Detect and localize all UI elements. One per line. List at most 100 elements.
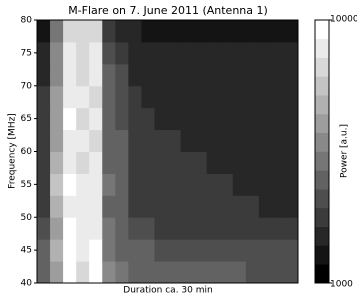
heatmap-cell — [154, 239, 168, 261]
y-tick-label: 45 — [21, 246, 32, 256]
heatmap-cell — [207, 152, 221, 174]
heatmap-cell — [220, 217, 234, 239]
heatmap-cell — [115, 130, 129, 152]
heatmap-cell — [168, 20, 182, 42]
heatmap-cell — [220, 20, 234, 42]
heatmap-cell — [207, 108, 221, 130]
heatmap-cell — [246, 20, 260, 42]
heatmap-cell — [50, 108, 64, 130]
heatmap-cell — [246, 261, 260, 283]
heatmap-cell — [141, 239, 155, 261]
heatmap-cell — [89, 42, 103, 64]
heatmap-cell — [154, 195, 168, 217]
heatmap-cell — [233, 152, 247, 174]
y-tick-label: 60 — [21, 147, 33, 157]
heatmap-cell — [50, 261, 64, 283]
y-tick-label: 80 — [21, 16, 33, 26]
heatmap-cell — [194, 239, 208, 261]
heatmap-cell — [194, 130, 208, 152]
heatmap-cell — [272, 42, 286, 64]
heatmap-cell — [220, 152, 234, 174]
heatmap-cell — [207, 42, 221, 64]
heatmap-cell — [259, 42, 273, 64]
heatmap-cell — [220, 108, 234, 130]
heatmap-cell — [37, 20, 51, 42]
heatmap-cell — [285, 152, 299, 174]
heatmap-cell — [63, 173, 77, 195]
heatmap-cell — [102, 239, 116, 261]
heatmap-cell — [259, 152, 273, 174]
heatmap-cell — [207, 20, 221, 42]
heatmap-cell — [63, 261, 77, 283]
heatmap-cell — [128, 239, 142, 261]
heatmap-cell — [181, 239, 195, 261]
heatmap-cell — [285, 261, 299, 283]
heatmap-cell — [154, 152, 168, 174]
heatmap-cell — [233, 42, 247, 64]
heatmap-cell — [220, 173, 234, 195]
heatmap-cell — [285, 217, 299, 239]
heatmap-cell — [181, 261, 195, 283]
heatmap-cell — [233, 108, 247, 130]
heatmap-cell — [63, 152, 77, 174]
heatmap-cell — [259, 195, 273, 217]
colorbar-step — [315, 189, 329, 208]
heatmap-cell — [154, 130, 168, 152]
colorbar-step — [315, 20, 329, 39]
heatmap-cell — [76, 20, 90, 42]
heatmap-cell — [194, 42, 208, 64]
heatmap-cell — [128, 152, 142, 174]
heatmap-cell — [37, 239, 51, 261]
heatmap-cell — [141, 217, 155, 239]
heatmap-cell — [285, 173, 299, 195]
heatmap-cell — [115, 173, 129, 195]
heatmap-cell — [207, 86, 221, 108]
heatmap-cell — [63, 20, 77, 42]
heatmap-cell — [141, 42, 155, 64]
heatmap-cell — [181, 86, 195, 108]
heatmap-cell — [141, 152, 155, 174]
heatmap-cell — [168, 152, 182, 174]
heatmap-cell — [285, 42, 299, 64]
heatmap-cell — [207, 130, 221, 152]
heatmap-cell — [50, 239, 64, 261]
heatmap-cell — [50, 130, 64, 152]
y-tick-label: 75 — [21, 48, 32, 58]
heatmap-cell — [115, 261, 129, 283]
heatmap-cell — [63, 239, 77, 261]
heatmap-cell — [168, 195, 182, 217]
heatmap-cell — [168, 42, 182, 64]
heatmap-cell — [102, 64, 116, 86]
heatmap-cell — [259, 20, 273, 42]
heatmap-cell — [102, 86, 116, 108]
heatmap-cell — [128, 20, 142, 42]
heatmap-cell — [233, 20, 247, 42]
heatmap-cell — [220, 195, 234, 217]
heatmap-cell — [115, 86, 129, 108]
heatmap-cell — [168, 261, 182, 283]
heatmap-cell — [37, 130, 51, 152]
heatmap-cell — [207, 261, 221, 283]
heatmap-cell — [76, 64, 90, 86]
heatmap-cell — [89, 108, 103, 130]
heatmap-cell — [50, 195, 64, 217]
heatmap-cell — [285, 108, 299, 130]
heatmap-cell — [246, 152, 260, 174]
heatmap-cell — [102, 108, 116, 130]
y-tick-label: 70 — [21, 81, 33, 91]
heatmap-cell — [194, 261, 208, 283]
heatmap-cell — [259, 86, 273, 108]
heatmap-cell — [246, 173, 260, 195]
heatmap-cell — [154, 20, 168, 42]
heatmap-cell — [76, 86, 90, 108]
heatmap-cell — [154, 108, 168, 130]
heatmap-cell — [50, 152, 64, 174]
heatmap-cell — [37, 217, 51, 239]
heatmap-cell — [285, 86, 299, 108]
heatmap-cell — [128, 173, 142, 195]
heatmap-cell — [259, 108, 273, 130]
heatmap-cell — [115, 20, 129, 42]
heatmap-cell — [37, 195, 51, 217]
heatmap-cell — [37, 108, 51, 130]
colorbar-step — [315, 152, 329, 171]
